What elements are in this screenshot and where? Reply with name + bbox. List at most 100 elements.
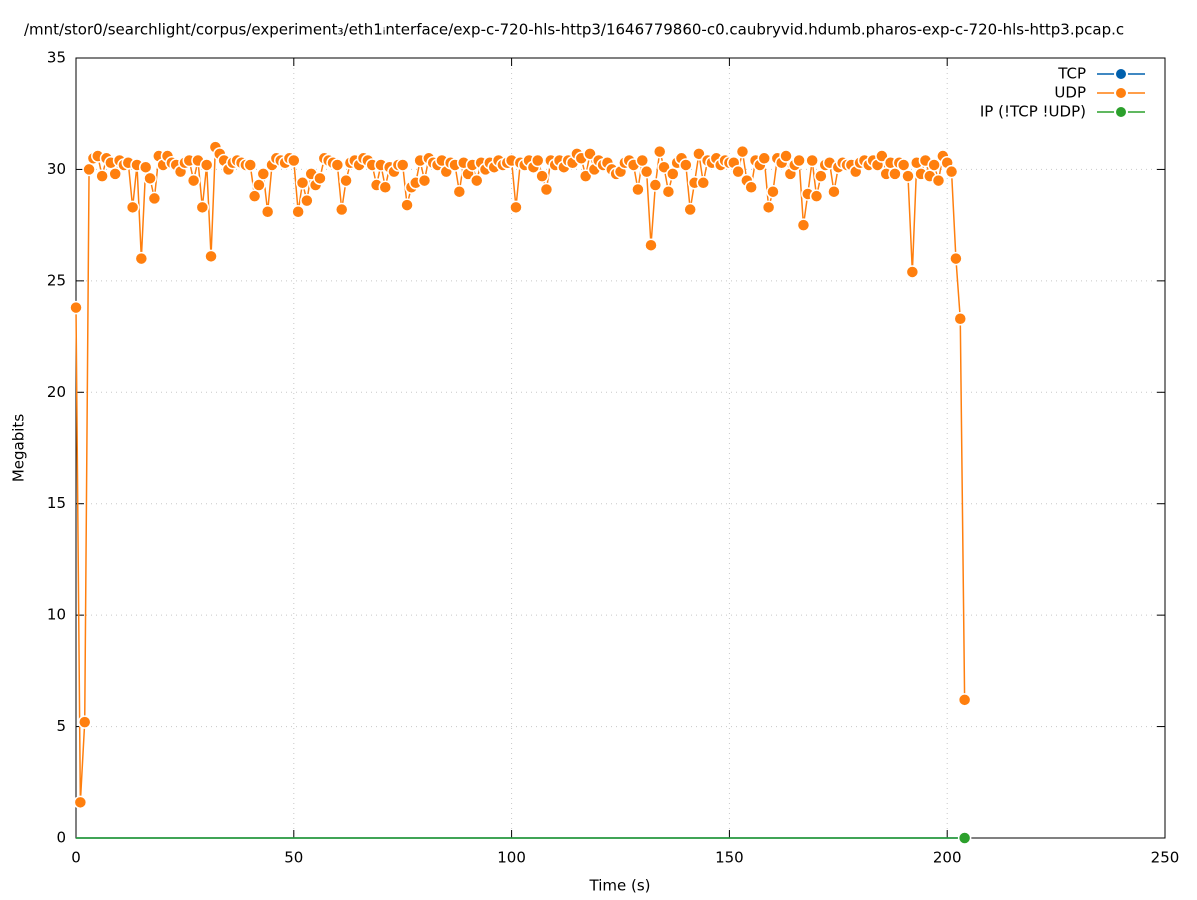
y-tick-label: 0 — [56, 829, 66, 847]
data-point — [247, 189, 262, 203]
data-point — [73, 795, 88, 810]
data-point — [378, 180, 393, 195]
data-point — [761, 200, 776, 215]
data-point — [530, 153, 545, 168]
data-point — [635, 153, 650, 168]
legend-label: TCP — [1057, 65, 1086, 83]
data-point — [661, 184, 676, 199]
data-point — [400, 198, 414, 212]
data-point — [134, 251, 149, 266]
data-point — [339, 173, 353, 188]
data-point — [300, 193, 314, 208]
data-point — [125, 200, 140, 215]
data-point — [186, 173, 201, 188]
data-point — [95, 169, 109, 183]
data-point — [744, 180, 758, 195]
data-point — [905, 265, 920, 279]
y-tick-label: 15 — [47, 494, 66, 512]
data-point — [949, 251, 963, 266]
chart-title: /mnt/stor0/searchlight/corpus/experiment… — [24, 21, 1124, 39]
data-point — [452, 184, 467, 199]
data-point — [692, 147, 706, 161]
data-point — [731, 164, 745, 179]
data-point — [77, 715, 92, 729]
data-point — [291, 205, 305, 219]
data-point — [696, 176, 711, 190]
legend-label: IP (!TCP !UDP) — [980, 103, 1086, 121]
x-tick-label: 50 — [284, 849, 303, 867]
data-point — [195, 200, 210, 215]
data-point — [814, 169, 828, 183]
data-point — [639, 164, 654, 179]
data-point — [953, 311, 968, 326]
data-point — [313, 171, 327, 186]
data-point — [735, 144, 750, 159]
y-tick-label: 25 — [47, 271, 66, 289]
data-point — [657, 160, 671, 174]
data-point — [927, 158, 941, 172]
data-point — [766, 184, 780, 199]
y-tick-label: 20 — [47, 383, 66, 401]
x-axis-label: Time (s) — [589, 877, 651, 895]
x-tick-label: 250 — [1151, 849, 1180, 867]
data-point — [252, 178, 266, 192]
data-point — [260, 205, 275, 219]
data-point — [931, 173, 946, 188]
data-point — [256, 167, 271, 181]
data-point — [683, 202, 697, 217]
legend-label: UDP — [1054, 84, 1086, 102]
data-point — [147, 191, 162, 206]
data-point — [652, 144, 667, 159]
data-point — [143, 171, 157, 186]
x-tick-label: 200 — [933, 849, 962, 867]
legend-marker — [1114, 105, 1128, 119]
data-point — [875, 149, 889, 163]
data-point — [583, 147, 597, 161]
data-point — [757, 151, 771, 166]
data-point — [679, 158, 693, 172]
x-tick-label: 150 — [715, 849, 744, 867]
data-point — [666, 167, 680, 181]
data-point — [82, 162, 96, 177]
data-point — [644, 238, 658, 252]
y-tick-label: 10 — [47, 606, 66, 624]
y-tick-label: 30 — [47, 160, 66, 178]
data-point — [330, 158, 345, 172]
data-point — [805, 153, 819, 168]
data-point — [957, 831, 972, 845]
data-point — [901, 169, 915, 183]
data-point — [295, 176, 310, 190]
data-point — [535, 169, 549, 183]
data-point — [957, 693, 972, 707]
legend-marker — [1114, 86, 1128, 100]
data-point — [243, 158, 257, 172]
data-point — [334, 202, 349, 217]
data-point — [539, 182, 554, 197]
data-point — [827, 184, 841, 199]
data-point — [796, 218, 811, 232]
data-point — [470, 173, 484, 188]
data-point — [792, 153, 806, 168]
y-tick-label: 35 — [47, 49, 66, 67]
data-point — [809, 189, 824, 203]
data-point — [138, 160, 153, 174]
data-point — [779, 149, 793, 163]
data-point — [578, 169, 593, 183]
data-point — [509, 200, 523, 215]
legend-marker — [1114, 67, 1128, 81]
series-line — [75, 144, 966, 803]
data-point — [896, 158, 911, 172]
data-point — [69, 300, 83, 315]
data-point — [631, 182, 645, 197]
data-point — [199, 158, 214, 172]
x-tick-label: 100 — [497, 849, 526, 867]
data-point — [287, 153, 301, 168]
data-point — [944, 164, 959, 179]
data-point — [648, 178, 663, 192]
data-point — [108, 167, 122, 181]
data-point — [395, 158, 410, 172]
data-point — [417, 173, 432, 188]
x-tick-label: 0 — [71, 849, 81, 867]
